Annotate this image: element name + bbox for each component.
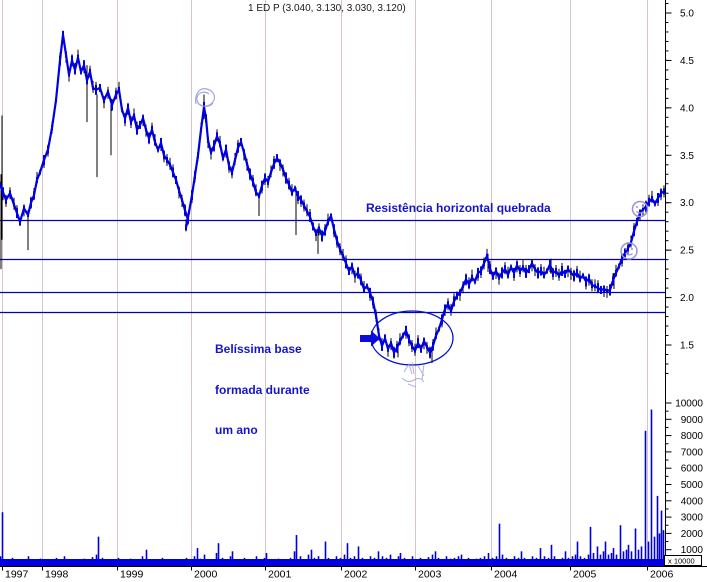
year-tick-label: 1999	[120, 569, 144, 581]
volume-tick-label: 9000	[681, 415, 704, 426]
annotation-base-text: Belíssima base formada durante um ano	[215, 316, 310, 465]
chart-title: 1 ED P (3.040, 3.130, 3.030, 3.120)	[248, 3, 406, 14]
price-tick-label: 1.5	[680, 340, 694, 351]
price-tick-label: 2.0	[680, 293, 694, 304]
volume-tick-label: 7000	[681, 447, 704, 458]
year-tick-label: 2001	[268, 569, 292, 581]
volume-tick-label: 4000	[681, 496, 704, 507]
year-tick-label: 2003	[418, 569, 442, 581]
price-tick-label: 5.0	[680, 9, 694, 20]
year-tick-label: 2005	[573, 569, 597, 581]
price-hl-ticks	[0, 31, 665, 364]
base-ellipse-annotation	[370, 310, 454, 366]
arrow-icon	[360, 330, 380, 347]
year-tick-label: 1997	[5, 569, 29, 581]
volume-tick-label: 1000	[681, 545, 704, 556]
smiley-icon	[631, 200, 649, 218]
year-tick-label: 2004	[494, 569, 518, 581]
year-tick-label: 1998	[45, 569, 69, 581]
volume-bars	[0, 409, 665, 566]
price-series	[0, 30, 665, 358]
volume-tick-label: 3000	[681, 513, 704, 524]
volume-tick-label: 2000	[681, 529, 704, 540]
annotation-resistance-text: Resistência horizontal quebrada	[366, 201, 551, 215]
annotation-base-line1: Belíssima base	[215, 342, 302, 356]
volume-multiplier-label: x 10000	[668, 557, 695, 566]
volume-tick-label: 10000	[675, 399, 703, 410]
year-tick-label: 2000	[194, 569, 218, 581]
year-tick-label: 2006	[650, 569, 674, 581]
smiley-icon	[620, 242, 638, 260]
price-tick-label: 2.5	[680, 246, 694, 257]
volume-tick-label: 5000	[681, 480, 704, 491]
year-tick-label: 2002	[344, 569, 368, 581]
annotation-base-line3: um ano	[215, 423, 258, 437]
volume-tick-label: 6000	[681, 464, 704, 475]
scribble-doodle-bottom	[401, 361, 425, 388]
scribble-doodle-top	[195, 88, 216, 107]
volume-tick-label: 8000	[681, 431, 704, 442]
price-line	[0, 34, 665, 356]
price-tick-label: 3.5	[680, 151, 694, 162]
volume-multiplier-box	[664, 555, 702, 566]
price-tick-label: 3.0	[680, 198, 694, 209]
price-tick-label: 4.0	[680, 103, 694, 114]
price-tick-label: 4.5	[680, 56, 694, 67]
annotation-base-line2: formada durante	[215, 382, 310, 397]
